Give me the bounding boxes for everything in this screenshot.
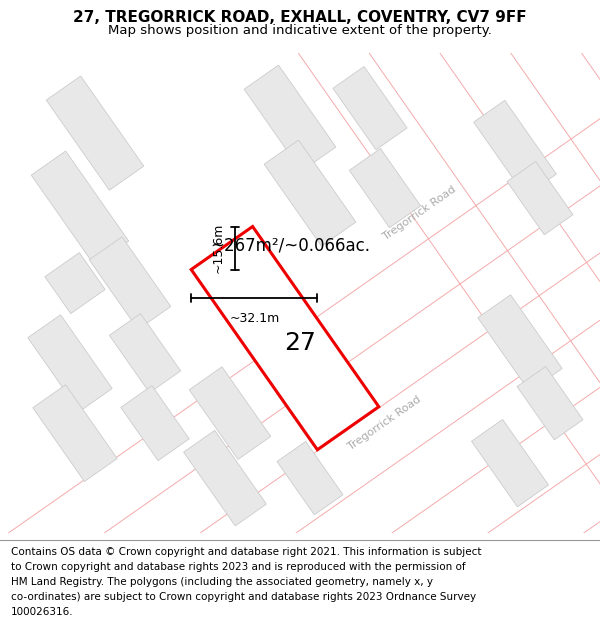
Polygon shape [473, 101, 556, 196]
Polygon shape [184, 431, 266, 526]
Text: to Crown copyright and database rights 2023 and is reproduced with the permissio: to Crown copyright and database rights 2… [11, 562, 466, 572]
Text: 27, TREGORRICK ROAD, EXHALL, COVENTRY, CV7 9FF: 27, TREGORRICK ROAD, EXHALL, COVENTRY, C… [73, 11, 527, 26]
Text: ~267m²/~0.066ac.: ~267m²/~0.066ac. [210, 236, 370, 254]
Text: HM Land Registry. The polygons (including the associated geometry, namely x, y: HM Land Registry. The polygons (includin… [11, 577, 433, 587]
Text: Tregorrick Road: Tregorrick Road [382, 184, 458, 242]
Polygon shape [45, 253, 105, 314]
Polygon shape [28, 315, 112, 411]
Polygon shape [33, 385, 117, 481]
Text: Map shows position and indicative extent of the property.: Map shows position and indicative extent… [108, 24, 492, 37]
Polygon shape [472, 419, 548, 507]
Polygon shape [121, 386, 189, 461]
Text: 27: 27 [284, 331, 316, 355]
Text: ~32.1m: ~32.1m [229, 311, 280, 324]
Text: 100026316.: 100026316. [11, 607, 73, 617]
Polygon shape [277, 441, 343, 515]
Polygon shape [189, 367, 271, 459]
Polygon shape [517, 366, 583, 440]
Polygon shape [349, 149, 421, 228]
Text: Tregorrick Road: Tregorrick Road [347, 394, 423, 452]
Polygon shape [109, 314, 181, 392]
Polygon shape [507, 161, 573, 235]
Polygon shape [478, 295, 562, 391]
Polygon shape [89, 237, 171, 329]
Polygon shape [264, 140, 356, 246]
Polygon shape [276, 371, 344, 446]
Polygon shape [333, 66, 407, 150]
Polygon shape [31, 151, 129, 265]
Polygon shape [244, 65, 336, 171]
Polygon shape [46, 76, 144, 190]
Text: co-ordinates) are subject to Crown copyright and database rights 2023 Ordnance S: co-ordinates) are subject to Crown copyr… [11, 592, 476, 602]
Text: Contains OS data © Crown copyright and database right 2021. This information is : Contains OS data © Crown copyright and d… [11, 546, 481, 556]
Text: ~15.6m: ~15.6m [212, 223, 224, 273]
Polygon shape [191, 226, 379, 450]
